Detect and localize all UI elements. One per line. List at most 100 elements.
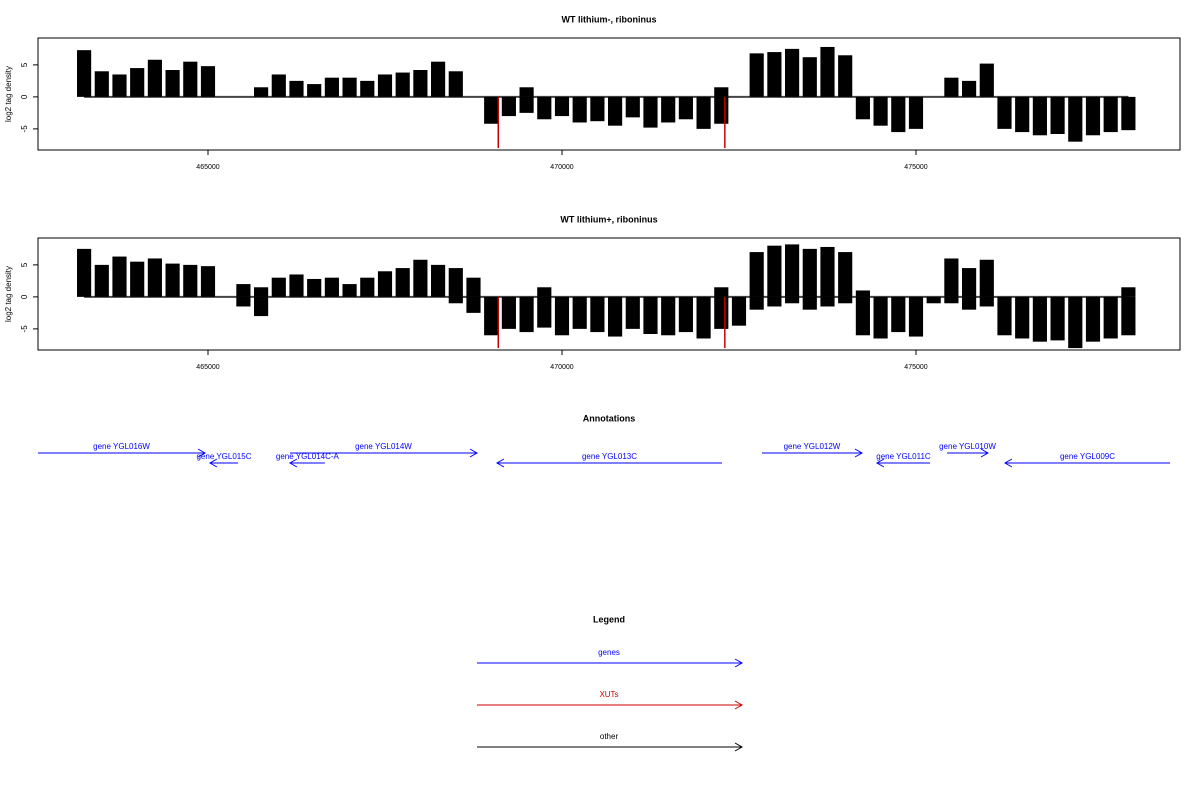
density-bar bbox=[484, 96, 499, 124]
density-bar bbox=[767, 245, 782, 297]
density-bar bbox=[714, 287, 729, 297]
density-bar bbox=[342, 77, 357, 97]
density-bar bbox=[448, 71, 463, 97]
gene-label: gene YGL014W bbox=[355, 442, 412, 451]
density-bar bbox=[643, 296, 658, 334]
density-bar bbox=[147, 258, 162, 297]
density-bar bbox=[554, 296, 570, 336]
density-bar bbox=[77, 50, 92, 97]
density-bar bbox=[749, 252, 764, 297]
gene-label: gene YGL016W bbox=[93, 442, 150, 451]
density-bar bbox=[324, 77, 339, 97]
density-bar bbox=[767, 52, 782, 97]
density-bar bbox=[714, 87, 729, 97]
x-tick-label: 470000 bbox=[550, 164, 573, 171]
density-bar bbox=[183, 264, 198, 297]
density-bar bbox=[661, 96, 676, 123]
density-bar bbox=[271, 277, 286, 297]
density-bar bbox=[802, 248, 817, 297]
density-bar bbox=[183, 61, 198, 97]
density-bar bbox=[820, 296, 835, 307]
density-bar bbox=[891, 96, 906, 133]
density-bar bbox=[466, 277, 481, 297]
density-bar bbox=[360, 80, 375, 97]
legend-label: XUTs bbox=[599, 690, 618, 699]
y-tick-label: -5 bbox=[20, 125, 29, 133]
density-bar bbox=[537, 296, 552, 328]
density-bar bbox=[1050, 96, 1065, 134]
density-bar bbox=[855, 290, 870, 297]
x-tick-label: 475000 bbox=[904, 164, 927, 171]
density-bar bbox=[501, 296, 516, 329]
density-bar bbox=[572, 296, 587, 329]
density-bar bbox=[537, 96, 552, 120]
density-bar bbox=[714, 296, 729, 329]
density-bar bbox=[1015, 296, 1030, 339]
gene-label: gene YGL014C-A bbox=[276, 452, 340, 461]
density-bar bbox=[979, 259, 994, 297]
density-bar bbox=[324, 277, 339, 297]
gene-label: gene YGL011C bbox=[876, 452, 931, 461]
legend-label: other bbox=[600, 732, 619, 741]
density-bar bbox=[714, 96, 729, 124]
y-tick-label: 5 bbox=[20, 262, 29, 267]
y-tick-label: 0 bbox=[20, 94, 29, 99]
density-bar bbox=[497, 96, 500, 149]
density-bar bbox=[962, 268, 977, 297]
density-bar bbox=[625, 96, 640, 118]
density-bar bbox=[1085, 96, 1101, 136]
gene-arrow bbox=[289, 448, 478, 458]
density-bar bbox=[377, 271, 393, 297]
density-bar bbox=[838, 55, 853, 97]
density-bar bbox=[1121, 96, 1136, 131]
chart-title: Annotations bbox=[583, 413, 636, 423]
density-bar bbox=[94, 71, 109, 97]
density-bar bbox=[724, 296, 726, 349]
density-bar bbox=[643, 96, 658, 128]
density-bar bbox=[696, 296, 711, 339]
y-tick-label: 5 bbox=[20, 62, 29, 67]
gene-arrow bbox=[38, 448, 207, 458]
density-bar bbox=[448, 296, 463, 304]
density-bar bbox=[537, 287, 552, 297]
density-bar bbox=[944, 77, 959, 97]
legend-label: genes bbox=[598, 648, 620, 657]
density-bar bbox=[112, 74, 127, 97]
density-bar bbox=[785, 296, 800, 304]
chart-title: WT lithium+, riboninus bbox=[560, 214, 657, 224]
density-bar bbox=[94, 264, 109, 297]
y-axis-label: log2 tag density bbox=[4, 266, 13, 322]
density-bar bbox=[448, 268, 463, 297]
gene-arrow bbox=[288, 458, 325, 468]
density-bar bbox=[395, 268, 410, 297]
density-bar bbox=[501, 96, 516, 117]
density-bar bbox=[749, 53, 764, 97]
density-bar bbox=[802, 57, 817, 97]
plot-frame bbox=[37, 237, 1181, 351]
density-bar bbox=[724, 96, 726, 149]
density-bar bbox=[749, 296, 764, 310]
plot-frame bbox=[37, 37, 1181, 151]
density-bar bbox=[289, 80, 304, 97]
y-tick-label: -5 bbox=[20, 325, 29, 333]
gene-arrow bbox=[1003, 458, 1171, 468]
gene-label: gene YGL015C bbox=[196, 452, 251, 461]
density-bar bbox=[519, 296, 534, 333]
density-bar bbox=[608, 296, 623, 337]
gene-arrow bbox=[208, 458, 239, 468]
density-bar bbox=[165, 70, 180, 97]
density-bar bbox=[466, 296, 481, 313]
legend-arrow bbox=[477, 658, 744, 668]
density-bar bbox=[1015, 96, 1030, 133]
density-bar bbox=[431, 61, 446, 97]
density-bar bbox=[997, 96, 1012, 129]
density-bar bbox=[855, 96, 870, 120]
density-bar bbox=[147, 59, 162, 97]
density-bar bbox=[785, 48, 800, 97]
density-bar bbox=[820, 246, 835, 297]
density-bar bbox=[77, 248, 92, 297]
density-bar bbox=[130, 261, 145, 297]
gene-arrow bbox=[946, 448, 989, 458]
density-bar bbox=[979, 63, 994, 97]
